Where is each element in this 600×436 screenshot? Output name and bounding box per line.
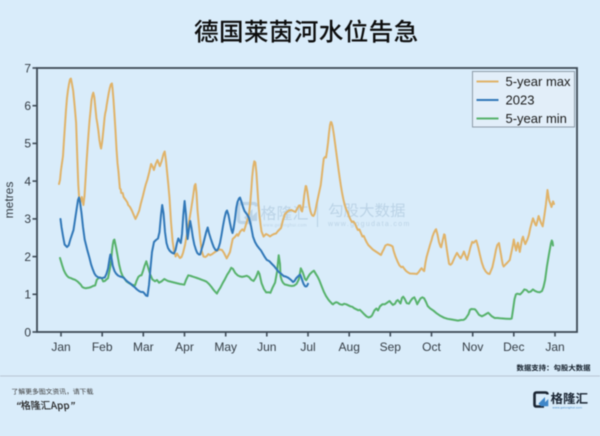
svg-text:Jul: Jul: [300, 340, 315, 354]
svg-text:5-year max: 5-year max: [506, 74, 572, 89]
svg-text:May: May: [214, 340, 237, 354]
svg-text:2023: 2023: [506, 93, 535, 108]
svg-text:0: 0: [24, 325, 31, 339]
svg-text:www.gogudata.com: www.gogudata.com: [327, 221, 411, 228]
svg-text:1: 1: [24, 288, 31, 302]
svg-text:“: “: [16, 401, 21, 412]
svg-text:4: 4: [24, 174, 31, 188]
svg-text:Apr: Apr: [175, 340, 194, 354]
svg-text:”: ”: [70, 401, 75, 412]
svg-text:Jan: Jan: [545, 340, 564, 354]
svg-text:metres: metres: [2, 182, 16, 219]
svg-text:3: 3: [24, 212, 31, 226]
svg-text:2: 2: [24, 250, 31, 264]
svg-text:www.gelonghui.com: www.gelonghui.com: [553, 406, 583, 410]
svg-text:6: 6: [24, 99, 31, 113]
svg-text:Mar: Mar: [133, 340, 154, 354]
svg-text:www.gelonghui.com: www.gelonghui.com: [263, 223, 307, 228]
svg-text:5-year min: 5-year min: [506, 111, 567, 126]
svg-text:Jan: Jan: [51, 340, 70, 354]
svg-text:5: 5: [24, 137, 31, 151]
svg-text:Aug: Aug: [339, 340, 360, 354]
svg-text:Oct: Oct: [422, 340, 441, 354]
svg-text:7: 7: [24, 61, 31, 75]
svg-text:Dec: Dec: [503, 340, 524, 354]
svg-text:Feb: Feb: [92, 340, 113, 354]
svg-text:Nov: Nov: [462, 340, 483, 354]
svg-text:Jun: Jun: [257, 340, 276, 354]
svg-text:Sep: Sep: [380, 340, 402, 354]
